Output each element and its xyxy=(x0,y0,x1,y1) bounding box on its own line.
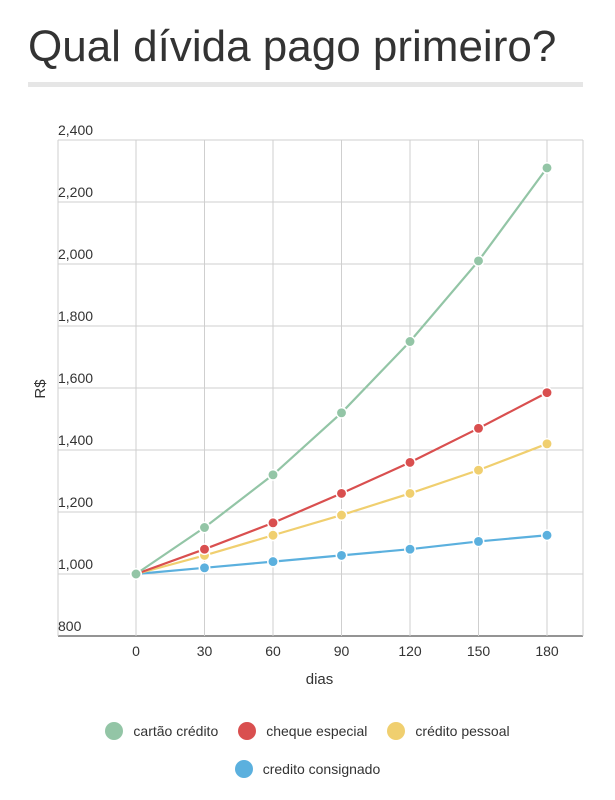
data-point xyxy=(404,456,416,469)
y-axis-ticks: 800 1,000 1,200 1,400 1,600 1,800 2,000 2,200 2,… xyxy=(58,122,93,634)
legend-item-credito-consignado[interactable]: credito consignado xyxy=(234,760,381,778)
data-point xyxy=(541,437,553,450)
legend-swatch-credito-consignado xyxy=(234,760,253,778)
data-point xyxy=(335,487,348,500)
y-tick-label: 1,800 xyxy=(58,308,93,324)
x-tick-label: 0 xyxy=(132,643,140,659)
y-tick-label: 1,600 xyxy=(58,370,93,386)
legend-swatch-credito-pessoal xyxy=(387,722,406,740)
data-point xyxy=(198,543,211,556)
data-point xyxy=(130,568,142,580)
data-point xyxy=(267,516,279,529)
legend-item-cheque-especial[interactable]: cheque especial xyxy=(238,722,367,740)
data-point xyxy=(472,422,485,435)
x-tick-label: 30 xyxy=(197,643,213,659)
y-tick-label: 2,200 xyxy=(58,184,93,200)
line-chart: 800 1,000 1,200 1,400 1,600 1,800 2,000 2,200 2,… xyxy=(32,122,584,688)
x-tick-label: 90 xyxy=(334,643,350,659)
data-point xyxy=(404,487,416,500)
data-point xyxy=(541,529,553,542)
title-divider xyxy=(28,82,583,87)
legend-label: cartão crédito xyxy=(133,723,219,739)
page-title: Qual dívida pago primeiro? xyxy=(28,22,557,71)
y-tick-label: 800 xyxy=(58,618,82,634)
data-point xyxy=(267,468,279,481)
y-tick-label: 2,000 xyxy=(58,246,93,262)
data-point xyxy=(404,335,416,348)
legend-row-2: credito consignado xyxy=(0,754,615,784)
legend-label: credito consignado xyxy=(262,761,381,777)
chart-legend: cartão crédito cheque especial crédito p… xyxy=(0,716,615,792)
x-tick-label: 60 xyxy=(265,643,281,659)
legend-label: crédito pessoal xyxy=(415,723,510,739)
data-point xyxy=(472,535,485,548)
data-point xyxy=(472,254,485,267)
data-point xyxy=(198,521,211,534)
y-axis-label: R$ xyxy=(32,379,49,399)
y-tick-label: 1,400 xyxy=(58,432,93,448)
series-0 xyxy=(130,161,553,580)
legend-row-1: cartão crédito cheque especial crédito p… xyxy=(0,716,615,746)
data-point xyxy=(267,555,279,568)
x-axis-ticks: 0 30 60 90 120 150 180 xyxy=(132,643,559,659)
x-tick-label: 150 xyxy=(467,643,491,659)
data-point xyxy=(335,509,348,522)
data-point xyxy=(541,161,553,174)
series-1 xyxy=(130,386,553,580)
legend-swatch-cartao-credito xyxy=(105,722,124,740)
legend-item-credito-pessoal[interactable]: crédito pessoal xyxy=(387,722,510,740)
x-tick-label: 120 xyxy=(398,643,422,659)
y-tick-label: 2,400 xyxy=(58,122,93,138)
legend-item-cartao-credito[interactable]: cartão crédito xyxy=(105,722,218,740)
data-point xyxy=(267,529,279,542)
data-point xyxy=(335,406,348,419)
chart-grid xyxy=(57,139,584,637)
x-axis-label: dias xyxy=(306,671,334,688)
data-point xyxy=(198,561,211,574)
data-point xyxy=(541,386,553,399)
legend-swatch-cheque-especial xyxy=(238,722,257,740)
y-tick-label: 1,000 xyxy=(58,556,93,572)
data-point xyxy=(404,543,416,556)
x-tick-label: 180 xyxy=(535,643,559,659)
chart-series xyxy=(130,161,553,580)
data-point xyxy=(335,549,348,562)
data-point xyxy=(472,464,485,477)
y-tick-label: 1,200 xyxy=(58,494,93,510)
legend-label: cheque especial xyxy=(266,723,368,739)
